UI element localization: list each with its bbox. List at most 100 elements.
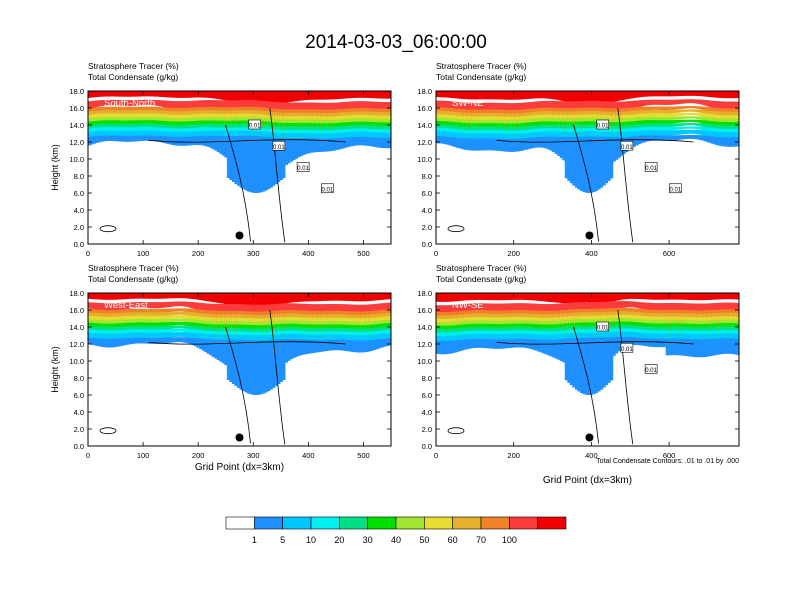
- colorbar-label: 70: [476, 535, 486, 545]
- y-tick-label: 8.0: [74, 374, 84, 383]
- y-tick-label: 8.0: [422, 374, 432, 383]
- x-tick-label: 500: [357, 451, 370, 460]
- y-tick-label: 18.0: [417, 289, 432, 298]
- x-tick-label: 400: [585, 451, 598, 460]
- y-tick-label: 16.0: [417, 104, 432, 113]
- y-tick-label: 12.0: [69, 340, 84, 349]
- contour-label-box: [596, 119, 609, 130]
- x-tick-label: 600: [663, 451, 676, 460]
- y-tick-label: 14.0: [417, 121, 432, 130]
- y-tick-label: 10.0: [417, 155, 432, 164]
- x-tick-label: 200: [192, 451, 205, 460]
- panel-name: NW-SE: [452, 300, 484, 311]
- plot-frame: [87, 90, 392, 245]
- panel-west-east: West-East Stratosphere Tracer (%)Total Co…: [50, 263, 392, 460]
- y-tick-label: 6.0: [422, 189, 432, 198]
- colorbar-swatch: [254, 516, 283, 530]
- variable-label: Stratosphere Tracer (%): [88, 61, 179, 71]
- contour-line: [496, 139, 694, 143]
- x-tick-label: 400: [585, 249, 598, 258]
- colorbar: 1 5 10 20 30 40 50 60 70 100: [225, 516, 567, 545]
- y-tick-label: 16.0: [417, 306, 432, 315]
- colorbar-label: 100: [502, 535, 517, 545]
- x-tick-label: 300: [247, 451, 260, 460]
- x-tick-label: 400: [302, 249, 315, 258]
- y-tick-label: 0.0: [422, 240, 432, 249]
- contour-footnote: Total Condensate Contours: .01 to .01 by…: [596, 458, 739, 465]
- contour-line: [617, 309, 634, 445]
- contour-label-box: [248, 119, 261, 130]
- contour-label: 0.01: [670, 187, 682, 193]
- x-tick-label: 0: [434, 451, 438, 460]
- colorbar-swatch: [424, 516, 453, 530]
- contour-label: 0.01: [645, 166, 657, 172]
- variable-label: Total Condensate (g/kg): [88, 274, 178, 284]
- panel-name: SW-NE: [452, 98, 484, 109]
- colorbar-swatch: [339, 516, 368, 530]
- variable-label: Total Condensate (g/kg): [436, 274, 526, 284]
- y-tick-label: 0.0: [74, 240, 84, 249]
- tracer-field: [436, 293, 739, 395]
- contour-label: 0.01: [597, 124, 609, 130]
- y-tick-label: 6.0: [74, 391, 84, 400]
- x-tick-label: 0: [86, 451, 90, 460]
- location-marker: [235, 433, 244, 442]
- contour-label: 0.01: [297, 166, 309, 172]
- x-tick-label: 0: [434, 249, 438, 258]
- condensate-contours: [447, 309, 694, 445]
- colorbar-label: 60: [448, 535, 458, 545]
- variable-label: Stratosphere Tracer (%): [88, 263, 179, 273]
- y-tick-label: 12.0: [417, 340, 432, 349]
- tracer-field: [88, 293, 391, 395]
- contour-label-box: [321, 183, 334, 194]
- contour-line: [148, 139, 346, 143]
- y-axis-label: Height (km): [50, 144, 60, 191]
- contour-line: [573, 326, 599, 444]
- y-tick-label: 4.0: [422, 408, 432, 417]
- y-tick-label: 0.0: [422, 442, 432, 451]
- y-tick-label: 6.0: [74, 189, 84, 198]
- y-axis-label: Height (km): [50, 346, 60, 393]
- contour-label: 0.01: [621, 145, 633, 151]
- contour-line: [225, 326, 251, 444]
- contour-label: 0.01: [273, 145, 285, 151]
- y-tick-label: 12.0: [417, 138, 432, 147]
- variable-label: Stratosphere Tracer (%): [436, 263, 527, 273]
- contour-label-box: [296, 162, 310, 172]
- y-tick-label: 16.0: [69, 306, 84, 315]
- contour-label: 0.01: [249, 124, 261, 130]
- tracer-field: [88, 91, 391, 193]
- colorbar-label: 1: [252, 535, 257, 545]
- plot-frame: [435, 292, 740, 447]
- colorbar-label: 40: [391, 535, 401, 545]
- contour-line: [447, 225, 465, 233]
- panel-name: South-North: [104, 98, 155, 109]
- panel-sw-ne: 0.01 0.01 0.01 0.01 SW-NE Stratosphere Tracer…: [417, 61, 740, 258]
- contour-label: 0.01: [322, 187, 334, 193]
- colorbar-swatch: [367, 516, 397, 530]
- y-tick-label: 8.0: [422, 172, 432, 181]
- y-tick-label: 2.0: [422, 425, 432, 434]
- y-tick-label: 4.0: [74, 206, 84, 215]
- colorbar-label: 30: [363, 535, 373, 545]
- variable-label: Total Condensate (g/kg): [88, 72, 178, 82]
- contour-line: [225, 124, 251, 242]
- colorbar-swatch: [282, 516, 312, 530]
- y-tick-label: 18.0: [69, 289, 84, 298]
- colorbar-swatch: [395, 516, 425, 530]
- variable-label: Stratosphere Tracer (%): [436, 61, 527, 71]
- contour-label: 0.01: [645, 368, 657, 374]
- colorbar-swatch: [225, 516, 255, 530]
- contour-line: [99, 225, 117, 233]
- contour-line: [573, 124, 599, 242]
- figure-title: 2014-03-03_06:00:00: [305, 32, 487, 53]
- contour-label-box: [620, 342, 634, 353]
- y-tick-label: 16.0: [69, 104, 84, 113]
- location-marker: [585, 433, 594, 442]
- y-tick-label: 0.0: [74, 442, 84, 451]
- colorbar-swatch: [452, 516, 482, 530]
- colorbar-swatch: [310, 516, 340, 530]
- contour-line: [617, 107, 634, 243]
- y-tick-label: 14.0: [69, 121, 84, 130]
